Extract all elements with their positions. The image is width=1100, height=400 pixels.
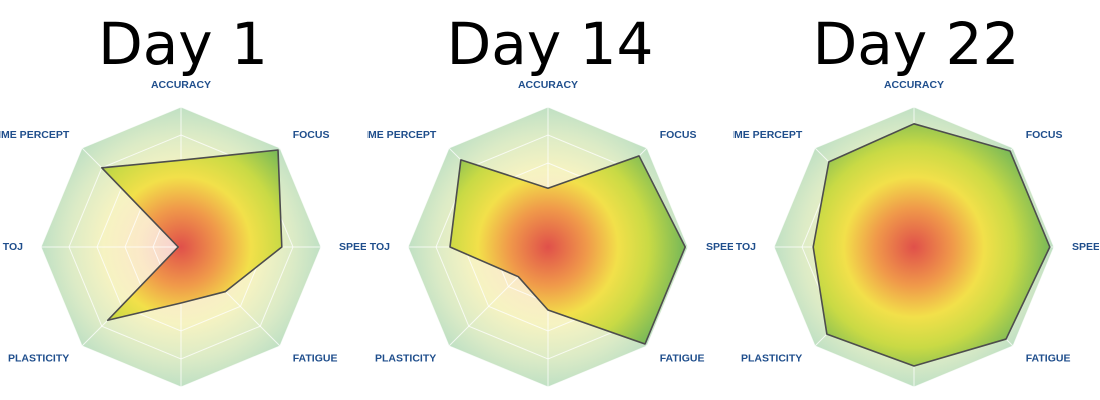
axis-label-focus: FOCUS (293, 129, 330, 141)
axis-label-speed: SPEED (706, 241, 733, 253)
axis-label-speed: SPEED (339, 241, 366, 253)
data-polygon (449, 155, 687, 345)
axis-label-time-percept: TIME PERCEPT (733, 129, 803, 141)
axis-label-toj: TOJ (736, 241, 756, 253)
panel-day-1: Day 1 ACCURACYFOCUSSPEEDFATIGUECONNECTIV… (0, 0, 366, 400)
axis-label-focus: FOCUS (660, 129, 697, 141)
axis-label-accuracy: ACCURACY (518, 79, 578, 91)
axis-label-accuracy: ACCURACY (151, 79, 211, 91)
radar-chart-day-22: ACCURACYFOCUSSPEEDFATIGUECONNECTIVITYPLA… (733, 79, 1099, 388)
chart-title: Day 1 (98, 10, 268, 78)
axis-label-fatigue: FATIGUE (1026, 353, 1071, 365)
chart-title: Day 22 (812, 10, 1020, 78)
axis-label-speed: SPEED (1072, 241, 1099, 253)
panel-day-14: Day 14 ACCURACYFOCUSSPEEDFATIGUECONNECTI… (367, 0, 733, 400)
axis-label-plasticity: PLASTICITY (8, 353, 69, 365)
chart-title: Day 14 (446, 10, 654, 78)
data-polygon (101, 149, 283, 322)
axis-label-fatigue: FATIGUE (660, 353, 705, 365)
axis-label-toj: TOJ (370, 241, 390, 253)
axis-label-accuracy: ACCURACY (884, 79, 944, 91)
data-polygon (812, 123, 1051, 367)
panel-day-22: Day 22 ACCURACYFOCUSSPEEDFATIGUECONNECTI… (733, 0, 1099, 400)
radar-chart-day-14: ACCURACYFOCUSSPEEDFATIGUECONNECTIVITYPLA… (367, 79, 733, 388)
axis-label-focus: FOCUS (1026, 129, 1063, 141)
axis-label-plasticity: PLASTICITY (741, 353, 802, 365)
axis-label-time-percept: TIME PERCEPT (0, 129, 70, 141)
axis-label-time-percept: TIME PERCEPT (367, 129, 437, 141)
axis-label-plasticity: PLASTICITY (375, 353, 436, 365)
radar-chart-day-1: ACCURACYFOCUSSPEEDFATIGUECONNECTIVITYPLA… (0, 79, 366, 388)
axis-label-toj: TOJ (3, 241, 23, 253)
axis-label-fatigue: FATIGUE (293, 353, 338, 365)
